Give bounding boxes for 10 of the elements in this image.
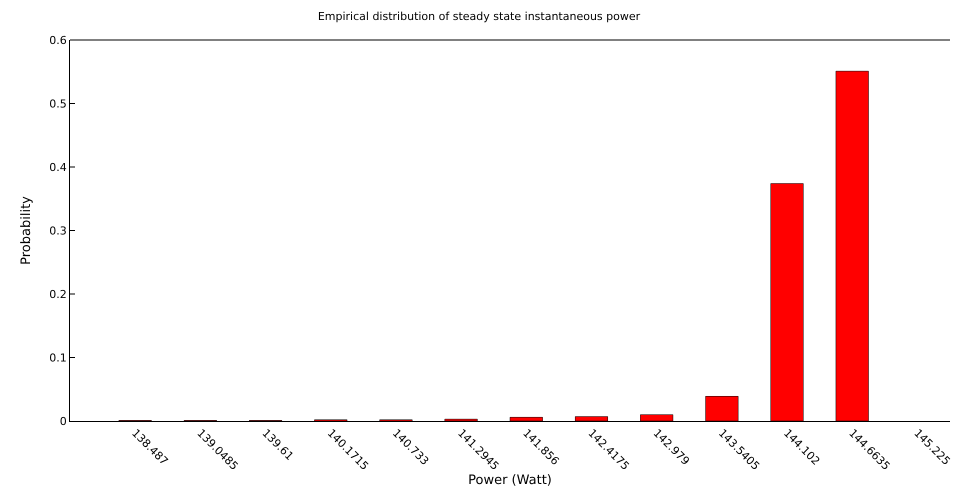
- y-tick-label: 0.2: [49, 288, 67, 301]
- chart-title: Empirical distribution of steady state instantaneous power: [318, 10, 641, 23]
- y-axis-title: Probability: [19, 196, 34, 265]
- y-tick-label: 0.3: [49, 224, 67, 238]
- y-tick-label: 0.6: [49, 34, 67, 47]
- y-tick-label: 0.4: [49, 160, 67, 174]
- y-tick-label: 0.5: [49, 97, 67, 110]
- x-axis-title: Power (Watt): [468, 472, 552, 488]
- y-tick-label: 0.1: [49, 351, 67, 364]
- y-tick-label: 0: [60, 414, 67, 428]
